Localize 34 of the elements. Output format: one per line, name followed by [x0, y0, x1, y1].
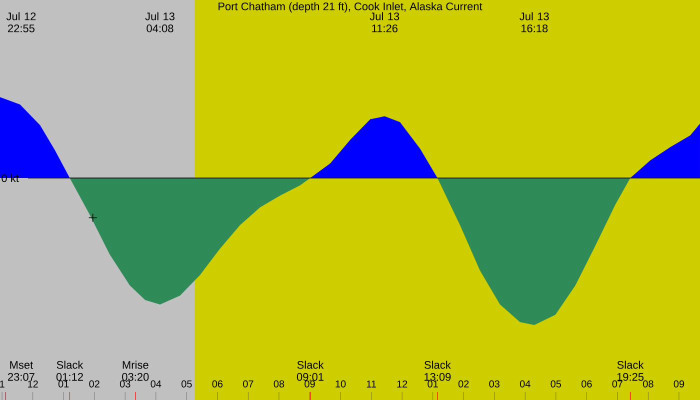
text: Jul 13 04:08 [145, 12, 174, 32]
ref-line-label: Mrise 03:20 [122, 360, 149, 381]
x-tick-label: 09 [304, 380, 315, 388]
ref-line-label: Slack 19:25 [617, 360, 644, 381]
x-tick-label: 12 [28, 380, 38, 388]
x-tick-label: 10 [336, 380, 346, 388]
x-tick-label: 07 [243, 380, 254, 388]
x-tick-label: 09 [674, 380, 684, 388]
ref-line-label: Slack 09:01 [296, 360, 324, 381]
x-tick-label: 02 [458, 380, 469, 388]
x-tick-label: 11 [366, 380, 376, 388]
x-tick-label: 02 [89, 380, 100, 388]
x-tick-label: 04 [520, 380, 530, 388]
x-tick-label: 01 [58, 380, 69, 388]
x-tick-label: 06 [212, 380, 223, 388]
x-tick-label: 01 [428, 380, 438, 388]
x-tick-label: 08 [643, 380, 654, 388]
x-tick-label: 03 [489, 380, 500, 388]
text: Jul 12 22:55 [6, 12, 36, 32]
x-tick-label: 12 [397, 380, 408, 388]
x-tick-label: 06 [582, 380, 592, 388]
x-tick-label: 05 [182, 380, 192, 388]
x-tick-label: 08 [274, 380, 284, 388]
chart-title: Port Chatham (depth 21 ft), Cook Inlet, Alaska Current [218, 2, 482, 12]
x-tick-label: 04 [150, 380, 162, 388]
x-tick-label: 1 [0, 380, 4, 388]
text: Jul 13 16:18 [520, 12, 549, 32]
x-tick-label: 03 [120, 380, 130, 388]
ref-line-label: Mset 23:07 [8, 361, 34, 381]
ref-line-label: Slack 01:12 [56, 360, 84, 381]
ref-line-label: Slack 13:09 [424, 360, 451, 381]
x-tick-label: 05 [550, 380, 562, 388]
x-tick-label: 07 [612, 380, 623, 388]
text: Jul 13 11:26 [370, 12, 400, 32]
